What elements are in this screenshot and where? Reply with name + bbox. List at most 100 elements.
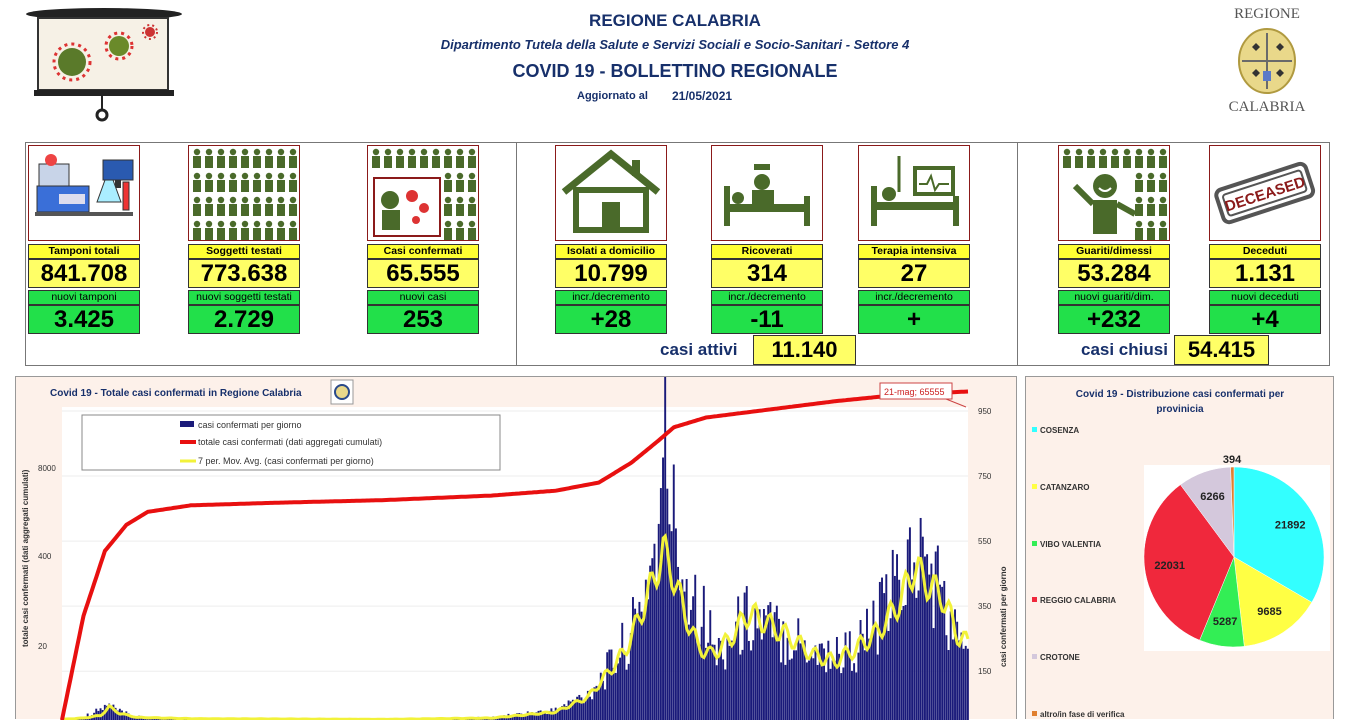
pie-legend-swatch	[1032, 654, 1037, 659]
logo-text-top: REGIONE	[1212, 6, 1322, 23]
daily-bar	[887, 631, 889, 720]
daily-bar	[808, 661, 810, 720]
daily-bar	[546, 714, 548, 720]
pie-legend-item: REGGIO CALABRIA	[1040, 596, 1116, 605]
y-axis-right-tick: 550	[978, 537, 992, 546]
daily-bar	[915, 598, 917, 720]
daily-bar	[739, 655, 741, 720]
daily-bar	[733, 642, 735, 720]
deceased-stamp-icon: DECEASED	[1209, 145, 1321, 241]
daily-bar	[870, 636, 872, 720]
daily-bar	[602, 681, 604, 720]
daily-bar	[877, 655, 879, 720]
card-value: 773.638	[188, 259, 300, 288]
daily-bar	[791, 659, 793, 720]
legend-item: 7 per. Mov. Avg. (casi confermati per gi…	[198, 456, 374, 466]
daily-bar	[881, 578, 883, 720]
y-axis-left-tick: 400	[38, 552, 52, 561]
daily-bar	[789, 660, 791, 720]
daily-bar	[660, 488, 662, 720]
cumulative-chart-panel: Covid 19 - Totale casi confermati in Reg…	[15, 376, 1017, 719]
daily-bar	[784, 665, 786, 720]
daily-bar	[802, 640, 804, 720]
daily-bar	[703, 586, 705, 720]
card-sub-value: +4	[1209, 305, 1321, 334]
daily-bar	[662, 458, 664, 720]
y-axis-right-tick: 350	[978, 602, 992, 611]
card-sub-value: -11	[711, 305, 823, 334]
card-value: 65.555	[367, 259, 479, 288]
daily-bar	[752, 640, 754, 720]
daily-bar	[690, 610, 692, 720]
daily-bar	[696, 642, 698, 720]
daily-bar	[967, 649, 969, 720]
pie-legend-item: VIBO VALENTIA	[1040, 540, 1101, 549]
daily-bar	[892, 550, 894, 720]
pie-data-label: 21892	[1275, 520, 1306, 532]
card-label: Soggetti testati	[188, 244, 300, 259]
daily-bar	[750, 650, 752, 720]
daily-bar	[948, 650, 950, 720]
card-label: Casi confermati	[367, 244, 479, 259]
daily-bar	[643, 617, 645, 720]
pie-legend-swatch	[1032, 597, 1037, 602]
daily-bar	[621, 623, 623, 720]
daily-bar	[817, 665, 819, 720]
daily-bar	[793, 650, 795, 720]
daily-bar	[744, 593, 746, 720]
stats-panel: Tamponi totali 841.708 nuovi tamponi 3.4…	[25, 142, 1330, 366]
logo-text-bottom: CALABRIA	[1212, 99, 1322, 116]
lab-equipment-icon	[28, 145, 140, 241]
daily-bar	[918, 590, 920, 720]
daily-bar	[834, 661, 836, 720]
card-label: Terapia intensiva	[858, 244, 970, 259]
pie-data-label: 394	[1223, 454, 1242, 466]
daily-bar	[757, 628, 759, 720]
daily-bar	[583, 703, 585, 720]
legend: casi confermati per giorno totale casi c…	[82, 415, 500, 470]
recovered-person-icon	[1058, 145, 1170, 241]
daily-bar	[598, 689, 600, 720]
department-subtitle: Dipartimento Tutela della Salute e Servi…	[0, 37, 1350, 52]
daily-bar	[937, 546, 939, 720]
card-value: 1.131	[1209, 259, 1321, 288]
daily-bar	[615, 673, 617, 720]
daily-bar	[782, 621, 784, 720]
daily-bar	[836, 637, 838, 720]
y-axis-right-tick: 750	[978, 472, 992, 481]
daily-bar	[711, 644, 713, 720]
daily-bar	[677, 567, 679, 720]
province-pie-panel: Covid 19 - Distribuzione casi confermati…	[1025, 376, 1334, 719]
daily-bar	[866, 609, 868, 720]
daily-bar	[926, 554, 928, 720]
daily-bar	[855, 672, 857, 720]
chart-title: Covid 19 - Totale casi confermati in Reg…	[50, 388, 302, 399]
annotation-text: 21-mag; 65555	[884, 387, 945, 397]
updated-date: 21/05/2021	[672, 89, 732, 103]
daily-bar	[593, 687, 595, 720]
card-sub-label: incr./decremento	[858, 290, 970, 305]
card-label: Isolati a domicilio	[555, 244, 667, 259]
card-value: 27	[858, 259, 970, 288]
card-sub-value: +	[858, 305, 970, 334]
daily-bar	[679, 590, 681, 720]
pie-title-line1: Covid 19 - Distribuzione casi confermati…	[1076, 389, 1284, 400]
daily-bar	[686, 579, 688, 720]
card-value: 841.708	[28, 259, 140, 288]
pie-data-label: 6266	[1200, 491, 1224, 503]
daily-bar	[905, 605, 907, 720]
province-pie-chart: Covid 19 - Distribuzione casi confermati…	[1026, 377, 1333, 720]
infected-person-icon	[367, 145, 479, 241]
legend-item: totale casi confermati (dati aggregati c…	[198, 437, 382, 447]
daily-bar	[847, 651, 849, 720]
daily-bar	[849, 631, 851, 720]
daily-bar	[900, 610, 902, 720]
pie-legend-item: COSENZA	[1040, 426, 1079, 435]
active-cases-label: casi attivi	[660, 340, 738, 360]
y-axis-left-tick: 20	[38, 642, 47, 651]
pie-legend-item: CROTONE	[1040, 653, 1081, 662]
card-sub-label: nuovi guariti/dim.	[1058, 290, 1170, 305]
daily-bar	[709, 610, 711, 720]
daily-bar	[578, 695, 580, 720]
daily-bar	[814, 645, 816, 720]
